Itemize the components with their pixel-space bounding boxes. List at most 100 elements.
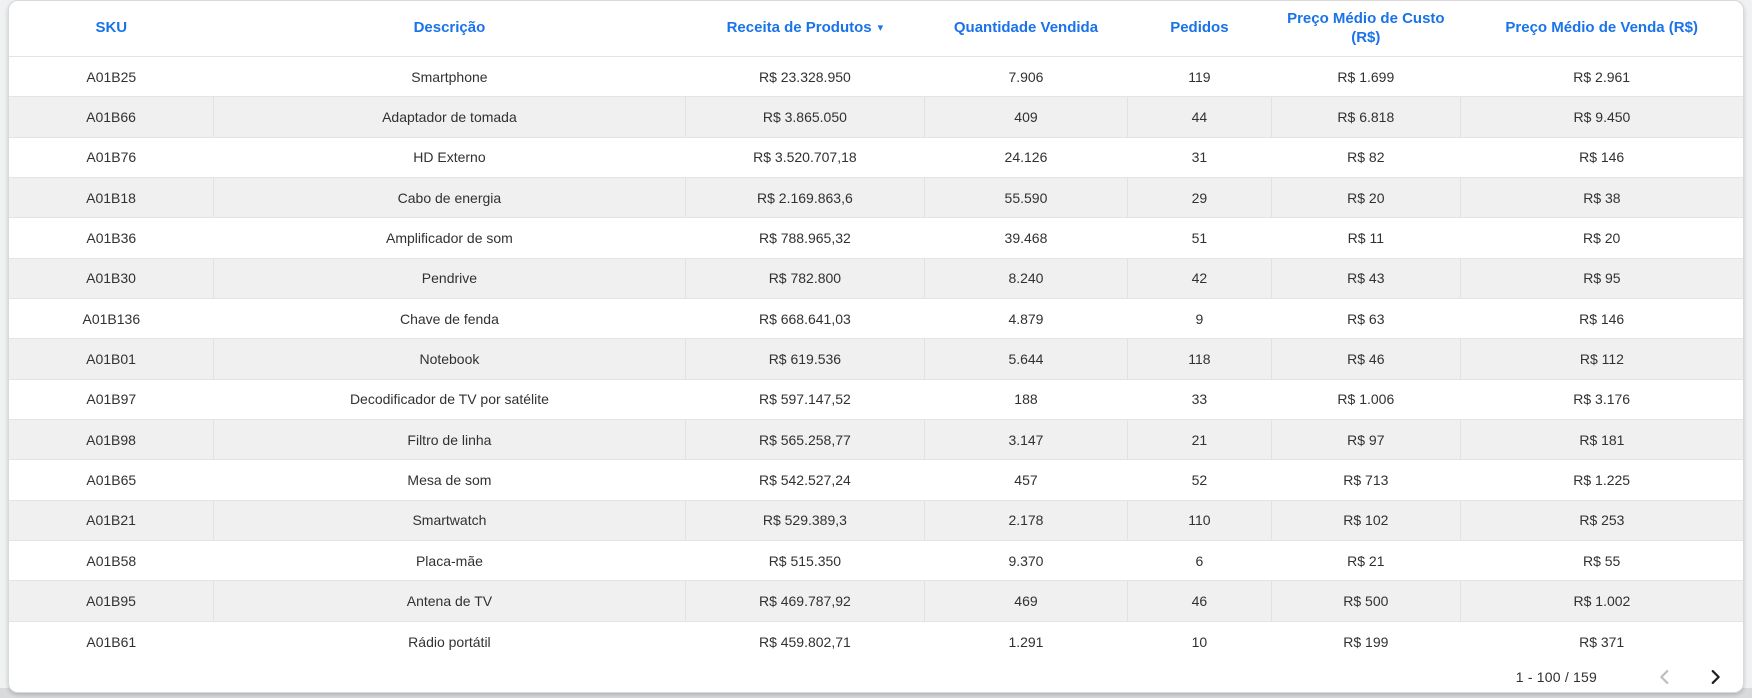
table-cell: R$ 102 xyxy=(1270,499,1461,541)
table-cell: 9.370 xyxy=(924,539,1128,581)
table-cell: A01B21 xyxy=(9,499,214,541)
table-cell: R$ 1.006 xyxy=(1271,378,1461,420)
table-cell: R$ 459.802,71 xyxy=(685,620,925,662)
table-cell: 118 xyxy=(1126,338,1272,380)
table-cell: R$ 9.450 xyxy=(1459,96,1743,138)
table-cell: R$ 46 xyxy=(1270,338,1461,380)
table-cell: A01B136 xyxy=(9,297,214,339)
table-cell: Chave de fenda xyxy=(213,297,686,339)
page-background-strip xyxy=(0,688,1752,698)
column-header-receita-de-produtos[interactable]: Receita de Produtos ▾ xyxy=(685,1,924,57)
table-cell: A01B30 xyxy=(9,257,214,299)
table-cell: Amplificador de som xyxy=(213,217,686,259)
table-cell: 24.126 xyxy=(924,136,1128,178)
table-cell: R$ 782.800 xyxy=(684,257,925,299)
table-body: A01B25 Smartphone R$ 23.328.950 7.906 119 R$ … xyxy=(9,55,1743,662)
table-cell: A01B18 xyxy=(9,176,214,218)
table-cell: R$ 529.389,3 xyxy=(684,499,925,541)
table-cell: R$ 565.258,77 xyxy=(684,418,925,460)
table-cell: R$ 6.818 xyxy=(1270,96,1461,138)
table-cell: 188 xyxy=(924,378,1128,420)
table-cell: Antena de TV xyxy=(213,580,686,622)
table-cell: R$ 63 xyxy=(1271,297,1461,339)
table-cell: R$ 1.225 xyxy=(1460,459,1743,501)
table-cell: 31 xyxy=(1127,136,1272,178)
table-cell: A01B97 xyxy=(9,378,214,420)
table-cell: R$ 146 xyxy=(1460,136,1743,178)
table-cell: R$ 253 xyxy=(1459,499,1743,541)
table-cell: R$ 1.002 xyxy=(1459,580,1743,622)
table-cell: 5.644 xyxy=(924,338,1128,380)
table-cell: A01B65 xyxy=(9,459,214,501)
table-cell: Cabo de energia xyxy=(213,176,686,218)
table-row: A01B58 Placa-mãe R$ 515.350 9.370 6 R$ 21 R$ 5… xyxy=(9,539,1743,581)
table-cell: 409 xyxy=(924,96,1128,138)
table-cell: 51 xyxy=(1127,217,1272,259)
column-header-label: Receita de Produtos xyxy=(726,19,872,37)
table-cell: A01B76 xyxy=(9,136,214,178)
table-cell: A01B36 xyxy=(9,217,214,259)
column-header-sku[interactable]: SKU xyxy=(9,1,214,57)
table-cell: R$ 43 xyxy=(1270,257,1461,299)
pagination-prev-button[interactable] xyxy=(1653,665,1677,689)
table-cell: R$ 500 xyxy=(1270,580,1461,622)
table-row: A01B98 Filtro de linha R$ 565.258,77 3.147 2… xyxy=(9,418,1743,460)
table-cell: R$ 95 xyxy=(1459,257,1743,299)
table-cell: R$ 515.350 xyxy=(685,539,925,581)
table-cell: 457 xyxy=(924,459,1128,501)
table-cell: Decodificador de TV por satélite xyxy=(213,378,686,420)
table-cell: R$ 542.527,24 xyxy=(685,459,925,501)
table-cell: Pendrive xyxy=(213,257,686,299)
table-cell: 119 xyxy=(1127,55,1272,97)
table-cell: R$ 20 xyxy=(1270,176,1461,218)
table-cell: Mesa de som xyxy=(213,459,686,501)
column-header-preco-medio-de-custo[interactable]: Preço Médio de Custo (R$) xyxy=(1271,1,1460,57)
table-cell: R$ 21 xyxy=(1271,539,1461,581)
table-cell: R$ 38 xyxy=(1459,176,1743,218)
table-cell: R$ 146 xyxy=(1460,297,1743,339)
table-cell: 469 xyxy=(924,580,1128,622)
table-row: A01B30 Pendrive R$ 782.800 8.240 42 R$ 43 R$ 9… xyxy=(9,257,1743,299)
table-cell: 55.590 xyxy=(924,176,1128,218)
table-row: A01B61 Rádio portátil R$ 459.802,71 1.291 10… xyxy=(9,620,1743,662)
column-header-descricao[interactable]: Descrição xyxy=(214,1,686,57)
column-header-label: Pedidos xyxy=(1170,19,1229,37)
table-row: A01B36 Amplificador de som R$ 788.965,32 39… xyxy=(9,217,1743,259)
table-cell: 8.240 xyxy=(924,257,1128,299)
table-cell: 3.147 xyxy=(924,418,1128,460)
table-cell: A01B95 xyxy=(9,580,214,622)
table-row: A01B01 Notebook R$ 619.536 5.644 118 R$ 46 R$ … xyxy=(9,338,1743,380)
table-row: A01B95 Antena de TV R$ 469.787,92 469 46 R$ 5… xyxy=(9,580,1743,622)
pagination-next-button[interactable] xyxy=(1703,665,1727,689)
table-cell: R$ 112 xyxy=(1459,338,1743,380)
table-cell: R$ 23.328.950 xyxy=(685,55,925,97)
table-cell: R$ 597.147,52 xyxy=(685,378,925,420)
table-cell: 9 xyxy=(1127,297,1272,339)
pagination-range: 1 - 100 / 159 xyxy=(1515,669,1597,686)
column-header-pedidos[interactable]: Pedidos xyxy=(1127,1,1271,57)
table-cell: R$ 3.176 xyxy=(1460,378,1743,420)
table-cell: 1.291 xyxy=(924,620,1128,662)
table-cell: 4.879 xyxy=(924,297,1128,339)
table-cell: R$ 619.536 xyxy=(684,338,925,380)
table-cell: R$ 82 xyxy=(1271,136,1461,178)
table-cell: 42 xyxy=(1126,257,1272,299)
table-cell: 10 xyxy=(1127,620,1272,662)
table-cell: R$ 2.961 xyxy=(1460,55,1743,97)
table-cell: Smartwatch xyxy=(213,499,686,541)
table-cell: R$ 788.965,32 xyxy=(685,217,925,259)
table-cell: R$ 1.699 xyxy=(1271,55,1461,97)
table-cell: 21 xyxy=(1126,418,1272,460)
chevron-right-icon xyxy=(1711,670,1720,685)
table-cell: A01B58 xyxy=(9,539,214,581)
column-header-quantidade-vendida[interactable]: Quantidade Vendida xyxy=(925,1,1128,57)
table-cell: R$ 713 xyxy=(1271,459,1461,501)
column-header-preco-medio-de-venda[interactable]: Preço Médio de Venda (R$) xyxy=(1460,1,1743,57)
table-cell: 110 xyxy=(1126,499,1272,541)
table-row: A01B65 Mesa de som R$ 542.527,24 457 52 R$ 71… xyxy=(9,459,1743,501)
table-row: A01B18 Cabo de energia R$ 2.169.863,6 55.59… xyxy=(9,176,1743,218)
column-header-label: Preço Médio de Custo (R$) xyxy=(1287,9,1445,46)
chevron-left-icon xyxy=(1660,670,1669,685)
table-cell: R$ 2.169.863,6 xyxy=(684,176,925,218)
table-cell: 7.906 xyxy=(924,55,1128,97)
